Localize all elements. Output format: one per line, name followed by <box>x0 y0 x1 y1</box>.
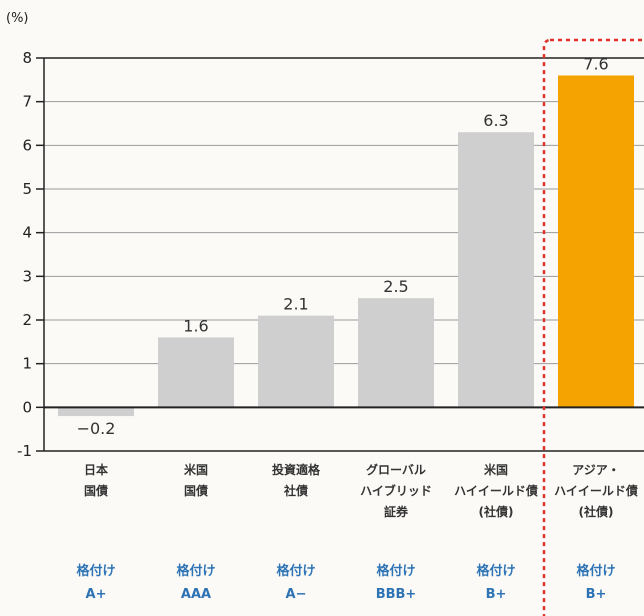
y-axis-unit-label: (%) <box>6 11 29 26</box>
y-tick-label: 3 <box>22 267 32 285</box>
rating-label: 格付け <box>76 563 115 579</box>
category-label: 投資適格 <box>272 462 321 477</box>
value-label: 1.6 <box>183 316 208 335</box>
y-tick-label: 1 <box>22 355 32 373</box>
category-label: (社債) <box>479 504 514 519</box>
value-label: 6.3 <box>483 111 508 130</box>
rating-label: 格付け <box>576 563 615 579</box>
value-labels: −0.2 1.6 2.1 2.5 6.3 7.6 <box>77 54 609 438</box>
rating-label: AAA <box>181 587 211 602</box>
y-tick-label: 6 <box>22 136 32 154</box>
rating-label: 格付け <box>376 563 415 579</box>
y-tick-label: 0 <box>22 398 32 416</box>
category-label: アジア・ <box>572 463 620 477</box>
rating-label: BBB+ <box>376 587 417 602</box>
category-label: グローバル <box>366 462 426 477</box>
rating-label: B+ <box>586 587 607 602</box>
category-label: (社債) <box>579 504 614 519</box>
y-tick-label: 7 <box>22 93 32 111</box>
y-tick-label: -1 <box>17 442 32 460</box>
y-tick-label: 8 <box>22 49 32 67</box>
y-tick-label: 5 <box>22 180 32 198</box>
category-label: ハイイールド債 <box>554 483 638 498</box>
value-label: 2.1 <box>283 295 308 314</box>
gridlines <box>44 101 644 365</box>
axes <box>43 57 644 452</box>
rating-label: 格付け <box>276 563 315 579</box>
rating-label: B+ <box>486 587 507 602</box>
bars <box>58 75 634 417</box>
y-tick-label: 2 <box>22 311 32 329</box>
bar <box>58 407 134 417</box>
rating-label: 格付け <box>176 563 215 579</box>
category-label: 米国 <box>484 462 508 477</box>
bar <box>158 337 234 408</box>
category-label: ハイブリッド <box>360 483 432 498</box>
bar <box>558 75 634 408</box>
category-label: 証券 <box>384 504 409 519</box>
value-label: 2.5 <box>383 277 408 296</box>
bar <box>358 298 434 408</box>
rating-label: 格付け <box>476 563 515 579</box>
bar <box>258 315 334 408</box>
rating-label: A+ <box>86 587 107 602</box>
category-label: ハイイールド債 <box>454 483 538 498</box>
category-label: 日本 <box>84 462 108 477</box>
value-label: −0.2 <box>77 419 116 438</box>
rating-label: A− <box>286 587 307 602</box>
category-label: 米国 <box>184 462 208 477</box>
category-label: 社債 <box>283 483 308 498</box>
category-label: 国債 <box>84 483 108 498</box>
value-label: 7.6 <box>583 54 608 73</box>
category-label: 国債 <box>184 483 208 498</box>
bar <box>458 132 534 408</box>
rating-labels: 格付け A+ 格付け AAA 格付け A− 格付け BBB+ 格付け B+ 格付け B+ <box>76 563 615 602</box>
y-tick-labels: -1 0 1 2 3 4 5 6 7 8 <box>17 49 44 460</box>
y-tick-label: 4 <box>22 224 32 242</box>
